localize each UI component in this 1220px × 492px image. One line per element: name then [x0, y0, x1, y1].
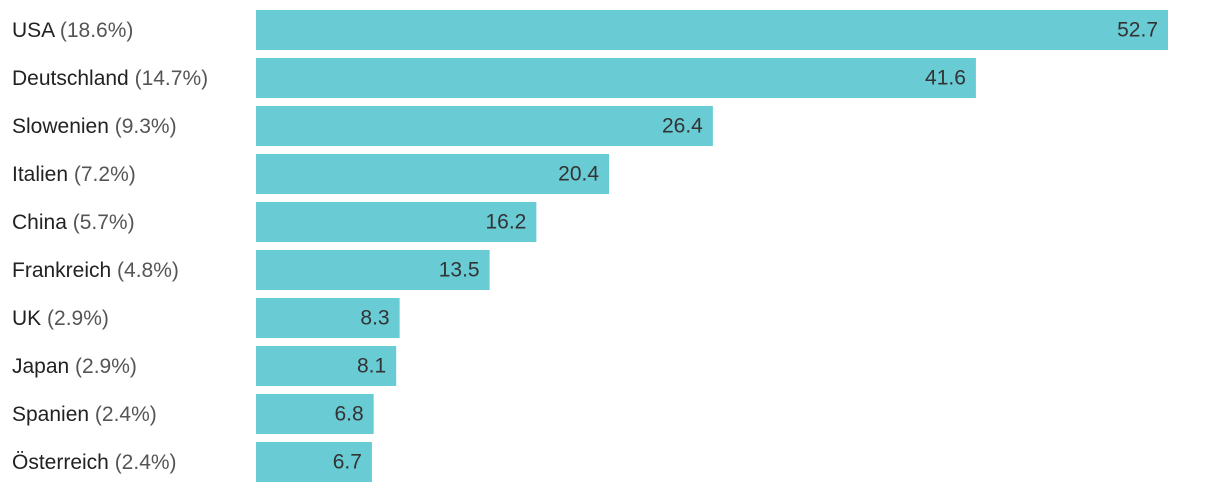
bar-10 [256, 442, 372, 482]
category-label: Japan (2.9%) [12, 355, 137, 378]
bar-1 [256, 10, 1168, 50]
bar-8 [256, 346, 397, 386]
category-name: UK [12, 307, 41, 330]
category-share: (14.7%) [129, 67, 208, 90]
category-name: Deutschland [12, 67, 129, 90]
category-share: (7.2%) [68, 163, 136, 186]
category-name: Spanien [12, 403, 89, 426]
category-name: Österreich [12, 451, 109, 474]
category-label: Spanien (2.4%) [12, 403, 157, 426]
value-labels: 52.7 41.6 26.4 20.4 16.2 13.5 8.3 8.1 6.8 6.7 [333, 19, 1158, 474]
category-share: (2.4%) [109, 451, 177, 474]
bar-4 [256, 154, 610, 194]
category-name: Japan [12, 355, 69, 378]
bars [256, 10, 1168, 482]
value-label: 6.7 [333, 451, 362, 474]
value-label: 20.4 [558, 163, 599, 186]
category-share: (5.7%) [67, 211, 135, 234]
value-label: 26.4 [662, 115, 703, 138]
value-label: 8.3 [360, 307, 389, 330]
category-name: USA [12, 19, 55, 42]
category-share: (2.9%) [41, 307, 109, 330]
category-share: (4.8%) [111, 259, 179, 282]
category-name: Frankreich [12, 259, 111, 282]
category-labels: USA (18.6%) Deutschland (14.7%) Slowenien … [12, 19, 208, 474]
bar-7 [256, 298, 400, 338]
category-label: Österreich (2.4%) [12, 451, 177, 474]
category-label: China (5.7%) [12, 211, 135, 234]
category-share: (2.9%) [69, 355, 137, 378]
bar-3 [256, 106, 713, 146]
bar-9 [256, 394, 374, 434]
category-name: Italien [12, 163, 68, 186]
category-share: (2.4%) [89, 403, 157, 426]
category-share: (9.3%) [109, 115, 177, 138]
bar-2 [256, 58, 976, 98]
category-share: (18.6%) [54, 19, 133, 42]
value-label: 52.7 [1117, 19, 1158, 42]
category-label: Slowenien (9.3%) [12, 115, 177, 138]
category-label: Frankreich (4.8%) [12, 259, 179, 282]
value-label: 6.8 [334, 403, 363, 426]
bar-6 [256, 250, 490, 290]
category-name: China [12, 211, 67, 234]
value-label: 8.1 [357, 355, 386, 378]
category-name: Slowenien [12, 115, 109, 138]
bar-5 [256, 202, 537, 242]
value-label: 16.2 [485, 211, 526, 234]
category-label: Italien (7.2%) [12, 163, 136, 186]
value-label: 13.5 [439, 259, 480, 282]
category-label: Deutschland (14.7%) [12, 67, 208, 90]
value-label: 41.6 [925, 67, 966, 90]
category-label: USA (18.6%) [12, 19, 133, 42]
category-label: UK (2.9%) [12, 307, 109, 330]
